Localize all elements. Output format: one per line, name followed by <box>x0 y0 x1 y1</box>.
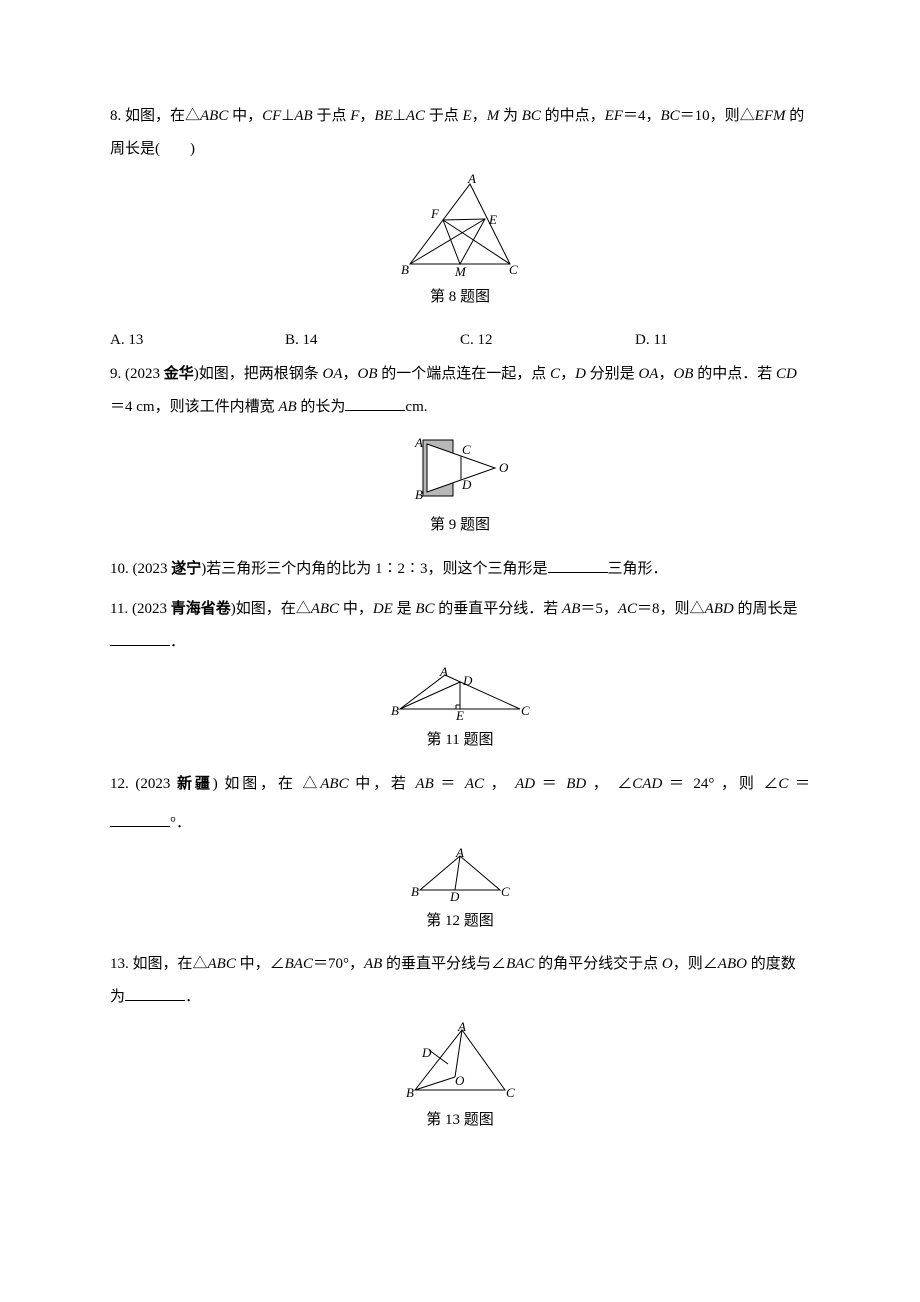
svg-text:O: O <box>499 460 509 475</box>
figure-13: A D O B C <box>110 1022 810 1102</box>
figure-9: A C O D B <box>110 432 810 507</box>
figure-9-caption: 第 9 题图 <box>110 509 810 542</box>
figure-13-caption: 第 13 题图 <box>110 1104 810 1137</box>
question-9: 9. (2023 金华)如图，把两根钢条 OA，OB 的一个端点连在一起，点 C… <box>110 357 810 424</box>
svg-text:B: B <box>401 262 409 277</box>
q8-text: 8. 如图，在△ABC 中，CF⊥AB 于点 F，BE⊥AC 于点 E，M 为 … <box>110 108 804 157</box>
svg-text:D: D <box>461 477 472 492</box>
q12-blank <box>110 811 170 827</box>
svg-text:A: A <box>414 435 423 450</box>
svg-text:E: E <box>455 708 464 722</box>
svg-text:E: E <box>488 212 497 227</box>
svg-text:D: D <box>462 673 473 688</box>
figure-8-caption: 第 8 题图 <box>110 281 810 314</box>
question-12: 12. (2023 新疆) 如图，在 △ABC 中，若 AB ＝ AC ， AD… <box>110 767 810 801</box>
question-10: 10. (2023 遂宁)若三角形三个内角的比为 1∶2∶3，则这个三角形是三角… <box>110 552 810 586</box>
svg-text:D: D <box>421 1045 432 1060</box>
question-12-line2: °． <box>110 807 810 840</box>
q8-opt-c: C. 12 <box>460 324 635 357</box>
question-13: 13. 如图，在△ABC 中，∠BAC＝70°，AB 的垂直平分线与∠BAC 的… <box>110 948 810 1014</box>
figure-8: A F E B M C <box>110 174 810 279</box>
question-8: 8. 如图，在△ABC 中，CF⊥AB 于点 F，BE⊥AC 于点 E，M 为 … <box>110 100 810 166</box>
q9-blank <box>345 395 405 411</box>
svg-text:A: A <box>455 848 464 860</box>
svg-text:D: D <box>449 889 460 903</box>
svg-text:M: M <box>454 264 467 279</box>
figure-12-caption: 第 12 题图 <box>110 905 810 938</box>
question-11: 11. (2023 青海省卷)如图，在△ABC 中，DE 是 BC 的垂直平分线… <box>110 592 810 659</box>
figure-11-caption: 第 11 题图 <box>110 724 810 757</box>
svg-text:B: B <box>406 1085 414 1100</box>
q8-opt-d: D. 11 <box>635 324 810 357</box>
svg-text:C: C <box>509 262 518 277</box>
svg-text:A: A <box>439 667 448 679</box>
svg-text:C: C <box>506 1085 515 1100</box>
svg-text:C: C <box>462 442 471 457</box>
svg-text:B: B <box>411 884 419 899</box>
q8-opt-b: B. 14 <box>285 324 460 357</box>
svg-text:O: O <box>455 1073 465 1088</box>
svg-text:C: C <box>501 884 510 899</box>
svg-text:B: B <box>415 487 423 502</box>
svg-text:F: F <box>430 206 440 221</box>
figure-12: A B D C <box>110 848 810 903</box>
figure-11: A D B E C <box>110 667 810 722</box>
q8-opt-a: A. 13 <box>110 324 285 357</box>
q13-blank <box>125 985 185 1001</box>
q8-options: A. 13 B. 14 C. 12 D. 11 <box>110 324 810 357</box>
svg-text:A: A <box>457 1022 466 1034</box>
svg-text:C: C <box>521 703 530 718</box>
svg-text:B: B <box>391 703 399 718</box>
svg-text:A: A <box>467 174 476 186</box>
q10-blank <box>548 557 608 573</box>
q11-blank <box>110 630 170 646</box>
